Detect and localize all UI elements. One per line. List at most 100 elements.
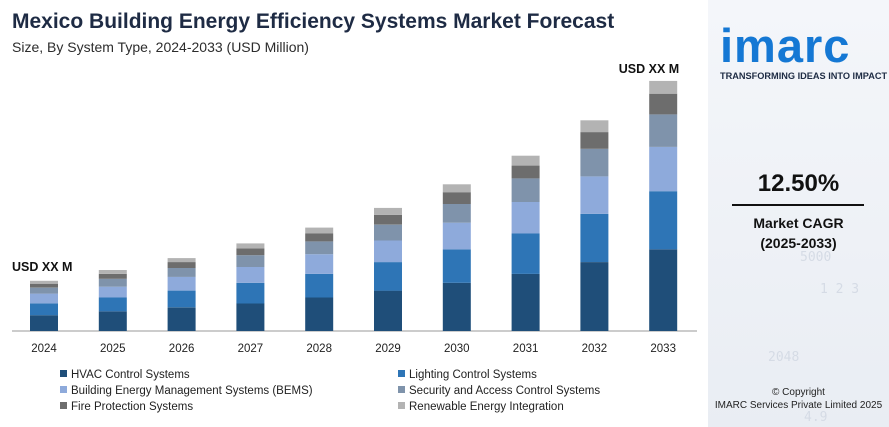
bar-segment	[442, 282, 471, 331]
bar-segment	[511, 202, 540, 234]
bar-segment	[236, 267, 265, 283]
x-tick-label: 2029	[375, 343, 401, 355]
x-tick-label: 2030	[444, 343, 470, 355]
bar-segment	[374, 224, 402, 241]
bar-segment	[30, 283, 58, 288]
bar-segment	[374, 240, 402, 263]
bar-segment	[649, 249, 678, 331]
copyright-line1: © Copyright	[772, 387, 825, 398]
bar-segment	[167, 307, 196, 331]
bars-group	[30, 80, 678, 331]
bar-segment	[580, 120, 609, 133]
bar-segment	[374, 262, 402, 291]
x-tick-label: 2024	[31, 343, 57, 355]
bar-segment	[580, 262, 609, 331]
bar-segment	[442, 222, 471, 250]
legend-swatch	[60, 402, 67, 410]
bar-segment	[30, 303, 58, 316]
chart-subtitle: Size, By System Type, 2024-2033 (USD Mil…	[12, 39, 309, 55]
chart-title: Mexico Building Energy Efficiency System…	[12, 10, 615, 33]
legend-swatch	[398, 370, 405, 378]
bar-segment	[30, 280, 58, 284]
bar-segment	[167, 268, 196, 277]
bar-segment	[580, 148, 609, 177]
bar-segment	[305, 297, 334, 331]
bar-segment	[30, 315, 58, 331]
bar-segment	[98, 311, 127, 331]
bar-segment	[98, 286, 127, 298]
cagr-divider	[732, 204, 864, 206]
legend-item: Security and Access Control Systems	[398, 385, 600, 397]
bar-segment	[649, 146, 678, 192]
bar-segment	[236, 255, 265, 267]
decorative-number: 2048	[768, 350, 800, 365]
legend-item: Fire Protection Systems	[60, 401, 193, 413]
bar-segment	[305, 254, 334, 274]
bar-segment	[305, 241, 334, 255]
bar-segment	[167, 276, 196, 291]
bar-segment	[236, 303, 265, 331]
bar-segment	[167, 258, 196, 262]
bar-segment	[305, 227, 334, 234]
bar-segment	[442, 204, 471, 223]
x-tick-label: 2031	[513, 343, 539, 355]
x-tick-label: 2026	[169, 343, 195, 355]
legend-label: Lighting Control Systems	[409, 369, 537, 381]
copyright: © Copyright IMARC Services Private Limit…	[708, 386, 889, 412]
bar-segment	[374, 214, 402, 225]
legend-item: Renewable Energy Integration	[398, 401, 564, 413]
bar-segment	[167, 262, 196, 268]
cagr-label-line2: (2025-2033)	[760, 235, 837, 251]
bar-segment	[649, 191, 678, 250]
x-tick-label: 2033	[650, 343, 676, 355]
x-tick-label: 2028	[306, 343, 332, 355]
bar-segment	[98, 270, 127, 274]
x-tick-label: 2027	[238, 343, 264, 355]
cagr-label: Market CAGR (2025-2033)	[708, 213, 889, 253]
decorative-number: 5000	[800, 250, 832, 265]
bar-segment	[580, 213, 609, 262]
x-tick-label: 2032	[582, 343, 608, 355]
legend-label: Fire Protection Systems	[71, 401, 194, 413]
bar-segment	[98, 273, 127, 279]
end-value-label: USD XX M	[619, 62, 679, 76]
sidebar: 5000 1 2 3 2048 4.9 imarc TRANSFORMING I…	[708, 0, 889, 427]
decorative-number: 4.9	[804, 410, 828, 425]
legend-item: Building Energy Management Systems (BEMS…	[60, 385, 313, 397]
bar-segment	[30, 293, 58, 304]
chart-panel: Mexico Building Energy Efficiency System…	[12, 10, 697, 413]
legend-swatch	[60, 370, 67, 378]
legend-swatch	[398, 386, 405, 394]
bar-segment	[30, 287, 58, 294]
legend-swatch	[60, 386, 67, 394]
bar-segment	[374, 207, 402, 215]
bar-segment	[374, 290, 402, 331]
cagr-label-line1: Market CAGR	[753, 215, 844, 231]
bar-segment	[236, 248, 265, 256]
legend-label: Building Energy Management Systems (BEMS…	[71, 385, 313, 397]
bar-segment	[580, 176, 609, 214]
bar-segment	[511, 273, 540, 331]
bar-segment	[511, 233, 540, 274]
bar-segment	[236, 243, 265, 249]
start-value-label: USD XX M	[12, 260, 72, 274]
legend-label: Renewable Energy Integration	[409, 401, 564, 413]
copyright-line2: IMARC Services Private Limited 2025	[714, 400, 883, 411]
bar-segment	[442, 184, 471, 193]
decorative-number: 1 2 3	[820, 282, 860, 297]
legend-label: HVAC Control Systems	[71, 369, 190, 381]
bar-segment	[511, 178, 540, 202]
bar-segment	[305, 273, 334, 298]
legend-item: Lighting Control Systems	[398, 369, 537, 381]
bar-segment	[649, 93, 678, 115]
bar-segment	[649, 114, 678, 147]
bar-segment	[167, 290, 196, 308]
bar-segment	[442, 249, 471, 283]
legend-swatch	[398, 402, 405, 410]
legend-label: Security and Access Control Systems	[409, 385, 601, 397]
bar-segment	[98, 278, 127, 287]
bar-segment	[511, 165, 540, 179]
logo-tagline: TRANSFORMING IDEAS INTO IMPACT	[720, 71, 888, 81]
x-tick-label: 2025	[100, 343, 126, 355]
bar-segment	[649, 80, 678, 94]
